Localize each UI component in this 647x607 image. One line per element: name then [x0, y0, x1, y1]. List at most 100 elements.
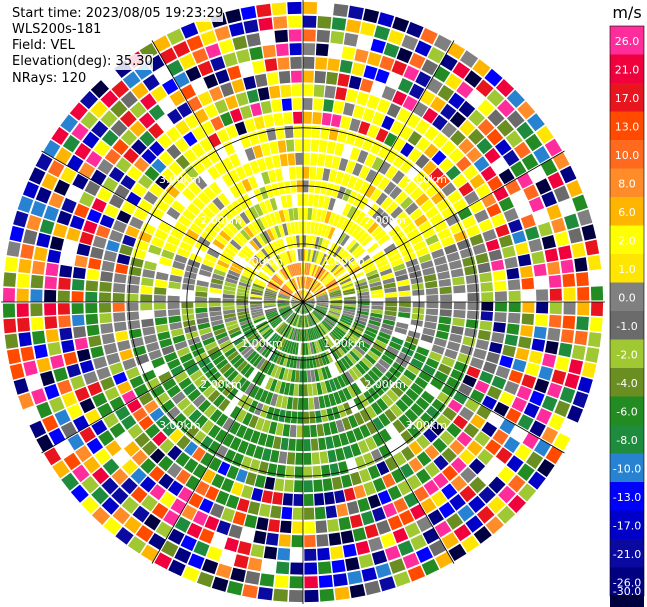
velocity-gate — [263, 300, 276, 302]
velocity-gate — [367, 203, 379, 217]
velocity-gate — [126, 165, 143, 181]
velocity-gate — [293, 328, 298, 341]
velocity-gate — [429, 167, 444, 182]
velocity-gate — [71, 123, 89, 141]
velocity-gate — [316, 382, 323, 395]
velocity-gate — [437, 84, 455, 102]
velocity-gate — [552, 152, 570, 170]
velocity-gate — [308, 263, 313, 276]
velocity-gate — [200, 435, 214, 451]
velocity-gate — [278, 293, 291, 298]
velocity-gate — [306, 315, 311, 327]
velocity-gate — [303, 276, 306, 289]
velocity-gate — [242, 272, 254, 280]
velocity-gate — [132, 407, 148, 422]
velocity-gate — [324, 366, 332, 379]
colorbar: 26.021.017.013.010.08.06.02.01.00.0-1.0-… — [609, 3, 645, 607]
velocity-gate — [240, 321, 253, 330]
velocity-gate — [269, 259, 279, 270]
velocity-gate — [362, 8, 380, 24]
velocity-gate — [96, 366, 111, 380]
velocity-gate — [511, 396, 527, 413]
velocity-gate — [163, 242, 178, 253]
velocity-gate — [433, 255, 447, 266]
velocity-gate — [257, 322, 269, 331]
velocity-gate — [326, 280, 337, 289]
velocity-gate — [182, 283, 195, 291]
velocity-gate — [303, 480, 313, 493]
velocity-gate — [499, 391, 515, 406]
velocity-gate — [389, 404, 403, 418]
velocity-gate — [343, 291, 356, 296]
velocity-gate — [517, 101, 536, 120]
velocity-gate — [207, 346, 220, 356]
velocity-gate — [70, 375, 86, 390]
velocity-gate — [448, 92, 465, 110]
velocity-gate — [256, 158, 267, 172]
velocity-gate — [371, 156, 384, 171]
velocity-gate — [379, 55, 395, 71]
velocity-gate — [261, 171, 271, 185]
velocity-gate — [381, 115, 395, 131]
velocity-gate — [405, 335, 419, 345]
velocity-gate — [459, 344, 474, 356]
velocity-gate — [191, 143, 205, 158]
velocity-gate — [299, 315, 302, 328]
velocity-gate — [342, 338, 353, 349]
velocity-gate — [285, 236, 292, 249]
velocity-gate — [478, 486, 496, 504]
velocity-gate — [535, 178, 552, 195]
velocity-gate — [113, 312, 126, 322]
velocity-gate — [109, 229, 124, 243]
velocity-gate — [248, 400, 259, 414]
velocity-gate — [195, 296, 207, 302]
nrays-label: NRays: 120 — [12, 71, 87, 87]
velocity-gate — [279, 338, 287, 351]
velocity-gate — [436, 198, 451, 212]
velocity-gate — [361, 235, 373, 247]
velocity-gate — [475, 183, 491, 199]
velocity-gate — [376, 259, 389, 269]
velocity-gate — [256, 357, 266, 370]
velocity-gate — [291, 302, 303, 306]
velocity-gate — [568, 359, 584, 375]
velocity-gate — [529, 420, 546, 438]
velocity-gate — [374, 229, 387, 242]
velocity-gate — [313, 98, 324, 111]
velocity-gate — [403, 341, 417, 351]
velocity-gate — [129, 216, 144, 230]
velocity-gate — [342, 445, 354, 459]
velocity-gate — [376, 98, 391, 114]
velocity-gate — [295, 315, 300, 327]
velocity-gate — [115, 157, 132, 173]
velocity-gate — [328, 532, 342, 546]
velocity-gate — [491, 375, 507, 390]
velocity-gate — [280, 84, 292, 98]
velocity-gate — [330, 303, 343, 306]
velocity-gate — [320, 224, 328, 237]
velocity-gate — [265, 288, 278, 294]
velocity-gate — [357, 302, 370, 306]
velocity-gate — [303, 166, 310, 179]
velocity-gate — [185, 425, 200, 440]
velocity-gate — [159, 491, 176, 508]
velocity-gate — [343, 257, 355, 268]
velocity-gate — [469, 200, 485, 214]
velocity-gate — [364, 353, 377, 365]
velocity-gate — [536, 125, 554, 144]
velocity-gate — [281, 252, 288, 265]
velocity-gate — [472, 243, 487, 255]
velocity-gate — [367, 124, 380, 139]
velocity-gate — [407, 424, 422, 439]
velocity-gate — [267, 261, 277, 272]
velocity-gate — [166, 406, 181, 421]
velocity-gate — [182, 566, 200, 583]
velocity-gate — [295, 292, 303, 302]
velocity-gate — [476, 137, 493, 155]
velocity-gate — [406, 21, 424, 38]
velocity-gate — [311, 264, 317, 277]
velocity-gate — [188, 409, 202, 423]
velocity-gate — [184, 441, 199, 456]
elevation-label: Elevation(deg): 35.30 — [12, 54, 153, 70]
velocity-gate — [292, 263, 298, 276]
